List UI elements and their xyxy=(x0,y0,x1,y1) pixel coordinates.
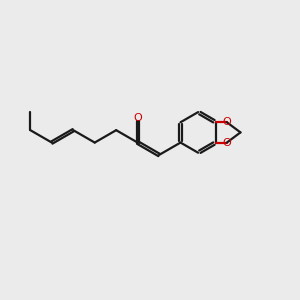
Text: O: O xyxy=(223,117,231,127)
Text: O: O xyxy=(223,138,231,148)
Text: O: O xyxy=(133,112,142,123)
